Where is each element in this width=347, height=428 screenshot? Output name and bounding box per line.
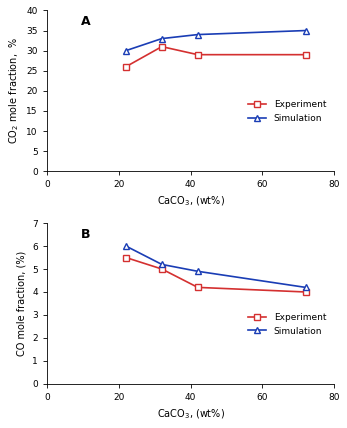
Line: Simulation: Simulation [123, 243, 308, 290]
Text: A: A [81, 15, 91, 28]
Line: Simulation: Simulation [123, 28, 308, 54]
Y-axis label: CO mole fraction, (%): CO mole fraction, (%) [17, 251, 26, 356]
Simulation [196, 269, 200, 274]
Simulation [304, 28, 308, 33]
Legend: Experiment, Simulation: Experiment, Simulation [245, 309, 330, 339]
Experiment [160, 267, 164, 272]
Experiment [304, 289, 308, 294]
Line: Experiment: Experiment [123, 255, 308, 295]
Simulation [124, 244, 128, 249]
Simulation [160, 36, 164, 41]
Experiment [196, 285, 200, 290]
Text: B: B [81, 228, 91, 241]
Line: Experiment: Experiment [123, 44, 308, 69]
X-axis label: CaCO$_3$, (wt%): CaCO$_3$, (wt%) [156, 195, 225, 208]
Simulation [196, 32, 200, 37]
Experiment [160, 44, 164, 49]
Experiment [124, 255, 128, 260]
Experiment [196, 52, 200, 57]
Y-axis label: CO$_2$ mole fraction,  %: CO$_2$ mole fraction, % [7, 37, 21, 144]
Simulation [304, 285, 308, 290]
Legend: Experiment, Simulation: Experiment, Simulation [245, 97, 330, 127]
Simulation [124, 48, 128, 53]
Simulation [160, 262, 164, 267]
Experiment [304, 52, 308, 57]
X-axis label: CaCO$_3$, (wt%): CaCO$_3$, (wt%) [156, 407, 225, 421]
Experiment [124, 64, 128, 69]
